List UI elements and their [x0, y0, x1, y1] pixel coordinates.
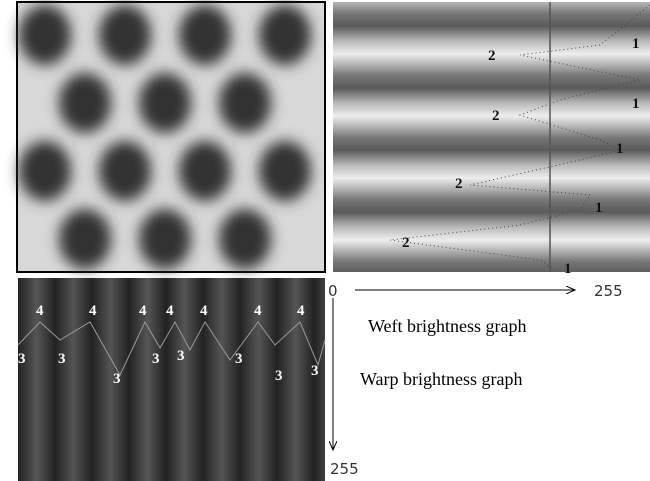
warp-peak-label: 4: [254, 303, 262, 319]
texture-blob: [259, 141, 311, 201]
weft-peak-label: 2: [488, 48, 496, 64]
warp-peak-label: 3: [152, 351, 160, 367]
texture-blob: [19, 141, 71, 201]
axis-origin: 0: [328, 282, 338, 300]
weft-max: 255: [594, 282, 623, 300]
warp-peak-label: 3: [311, 363, 319, 379]
warp-peak-label: 3: [275, 368, 283, 384]
warp-peak-label: 4: [89, 303, 97, 319]
weft-peak-label: 2: [492, 108, 500, 124]
weft-peak-label: 2: [455, 176, 463, 192]
warp-peak-label: 4: [139, 303, 147, 319]
texture-blob: [59, 73, 111, 133]
fabric-image: [17, 2, 325, 272]
texture-blob: [139, 73, 191, 133]
weft-caption: Weft brightness graph: [368, 316, 527, 336]
texture-blob: [179, 141, 231, 201]
warp-peak-label: 3: [18, 351, 26, 367]
warp-max: 255: [330, 460, 359, 478]
warp-peak-label: 3: [113, 371, 121, 387]
warp-peak-label: 3: [58, 351, 66, 367]
weft-peak-label: 2: [402, 235, 410, 251]
texture-blob: [259, 5, 311, 65]
warp-peak-label: 3: [235, 351, 243, 367]
weft-peak-label: 1: [616, 141, 624, 157]
warp-peak-label: 3: [177, 348, 185, 364]
texture-blob: [59, 209, 111, 269]
figure: 0 255 255 Weft brightness graph Warp bri…: [0, 0, 650, 481]
weft-peak-label: 1: [595, 200, 603, 216]
texture-blob: [219, 209, 271, 269]
warp-peak-label: 4: [166, 303, 174, 319]
warp-peak-label: 4: [297, 303, 305, 319]
texture-blob: [139, 209, 191, 269]
warp-peak-label: 4: [200, 303, 208, 319]
texture-blob: [19, 5, 71, 65]
warp-caption: Warp brightness graph: [360, 369, 523, 389]
warp-peak-label: 4: [36, 303, 44, 319]
texture-blob: [179, 5, 231, 65]
weft-peak-label: 1: [564, 261, 572, 277]
texture-blob: [219, 73, 271, 133]
weft-peak-label: 1: [632, 36, 640, 52]
texture-blob: [99, 5, 151, 65]
texture-blob: [99, 141, 151, 201]
weft-peak-label: 1: [632, 96, 640, 112]
